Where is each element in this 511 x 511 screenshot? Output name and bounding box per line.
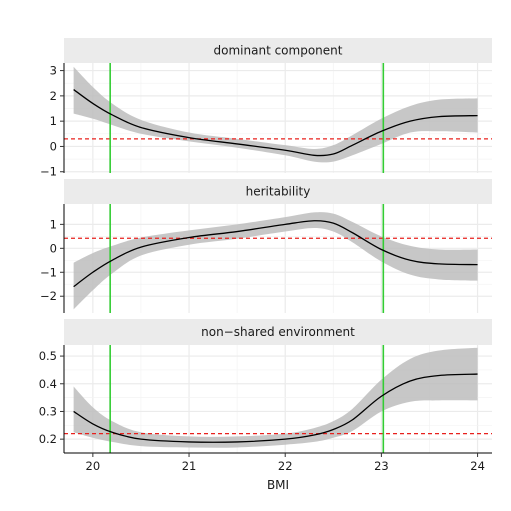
y-tick-label: −1	[40, 165, 57, 179]
y-tick-label: 2	[50, 89, 57, 103]
strip-label: dominant component	[214, 44, 343, 58]
x-tick-label: 20	[86, 459, 101, 473]
x-tick-label: 21	[182, 459, 197, 473]
y-tick-label: 0	[50, 241, 57, 255]
panel-strip	[64, 319, 492, 345]
y-tick-label: 0	[50, 139, 57, 153]
x-axis-title: BMI	[267, 478, 289, 492]
y-tick-label: 0.3	[39, 404, 57, 418]
fitted-line	[73, 89, 478, 157]
y-tick-label: 1	[50, 114, 57, 128]
panel-strip	[64, 38, 492, 63]
fitted-line	[73, 373, 478, 443]
x-tick-label: 24	[470, 459, 485, 473]
y-tick-label: 1	[50, 217, 57, 231]
fitted-line	[73, 220, 478, 288]
y-tick-label: 0.2	[39, 432, 57, 446]
x-tick-label: 23	[374, 459, 389, 473]
x-tick-label: 22	[278, 459, 293, 473]
confidence-band	[73, 66, 478, 163]
strip-label: heritability	[246, 185, 311, 199]
y-tick-label: 3	[50, 64, 57, 78]
y-tick-label: 0.4	[39, 377, 57, 391]
y-tick-label: 0.5	[39, 349, 57, 363]
confidence-band	[73, 347, 478, 448]
y-tick-label: −1	[40, 265, 57, 279]
confidence-band	[73, 212, 478, 310]
strip-label: non−shared environment	[201, 325, 355, 339]
panel-strip	[64, 179, 492, 204]
y-tick-label: −2	[40, 289, 57, 303]
